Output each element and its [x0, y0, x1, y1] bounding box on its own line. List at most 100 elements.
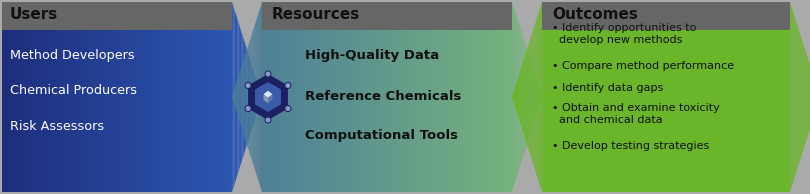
- Polygon shape: [220, 2, 222, 192]
- Polygon shape: [658, 2, 659, 192]
- Polygon shape: [513, 90, 514, 104]
- Polygon shape: [618, 2, 619, 192]
- Polygon shape: [645, 2, 646, 192]
- Polygon shape: [518, 74, 519, 120]
- Polygon shape: [229, 2, 231, 192]
- Polygon shape: [211, 2, 212, 192]
- Polygon shape: [290, 2, 291, 192]
- Polygon shape: [705, 2, 706, 192]
- Polygon shape: [100, 2, 102, 192]
- Text: Outcomes: Outcomes: [552, 7, 638, 22]
- Polygon shape: [273, 2, 275, 192]
- Polygon shape: [226, 2, 227, 192]
- Polygon shape: [228, 2, 229, 192]
- Polygon shape: [504, 2, 505, 192]
- Polygon shape: [407, 2, 409, 192]
- Polygon shape: [321, 2, 322, 192]
- Polygon shape: [608, 2, 610, 192]
- Polygon shape: [387, 2, 388, 192]
- Polygon shape: [447, 2, 448, 192]
- Polygon shape: [620, 2, 622, 192]
- Polygon shape: [514, 9, 515, 185]
- Polygon shape: [350, 2, 351, 192]
- Polygon shape: [173, 2, 175, 192]
- Polygon shape: [596, 2, 597, 192]
- Polygon shape: [800, 35, 802, 159]
- Polygon shape: [704, 2, 705, 192]
- Polygon shape: [420, 2, 421, 192]
- Polygon shape: [219, 2, 220, 192]
- Polygon shape: [470, 2, 471, 192]
- Polygon shape: [808, 61, 810, 133]
- Polygon shape: [659, 2, 660, 192]
- Polygon shape: [428, 2, 429, 192]
- Polygon shape: [238, 74, 239, 120]
- Polygon shape: [426, 2, 428, 192]
- Circle shape: [286, 84, 290, 87]
- Circle shape: [266, 118, 270, 122]
- Polygon shape: [314, 2, 316, 192]
- Polygon shape: [16, 2, 18, 192]
- Polygon shape: [703, 2, 704, 192]
- Polygon shape: [303, 2, 305, 192]
- Polygon shape: [605, 2, 607, 192]
- Polygon shape: [507, 2, 508, 192]
- Polygon shape: [715, 2, 716, 192]
- Polygon shape: [785, 2, 787, 192]
- Polygon shape: [666, 2, 667, 192]
- Polygon shape: [158, 2, 160, 192]
- Polygon shape: [328, 2, 329, 192]
- Polygon shape: [518, 22, 519, 172]
- Polygon shape: [508, 2, 509, 192]
- Polygon shape: [85, 2, 87, 192]
- Polygon shape: [126, 2, 127, 192]
- Polygon shape: [799, 32, 800, 162]
- Polygon shape: [317, 2, 318, 192]
- Polygon shape: [351, 2, 352, 192]
- Polygon shape: [11, 2, 12, 192]
- Polygon shape: [245, 43, 246, 151]
- Polygon shape: [585, 2, 586, 192]
- Polygon shape: [302, 2, 303, 192]
- Polygon shape: [582, 2, 583, 192]
- Polygon shape: [439, 2, 440, 192]
- Polygon shape: [323, 2, 324, 192]
- Polygon shape: [391, 2, 392, 192]
- Polygon shape: [188, 2, 190, 192]
- Polygon shape: [697, 2, 698, 192]
- Polygon shape: [212, 2, 214, 192]
- Polygon shape: [355, 2, 356, 192]
- Polygon shape: [689, 2, 691, 192]
- Polygon shape: [600, 2, 601, 192]
- Polygon shape: [8, 2, 10, 192]
- Polygon shape: [473, 2, 474, 192]
- Polygon shape: [2, 2, 232, 30]
- Polygon shape: [695, 2, 696, 192]
- Polygon shape: [526, 48, 527, 146]
- Polygon shape: [254, 22, 256, 172]
- Polygon shape: [783, 2, 784, 192]
- Polygon shape: [537, 16, 538, 178]
- Polygon shape: [706, 2, 707, 192]
- Polygon shape: [137, 2, 139, 192]
- Polygon shape: [406, 2, 407, 192]
- Polygon shape: [117, 2, 119, 192]
- Circle shape: [245, 83, 251, 88]
- Polygon shape: [665, 2, 666, 192]
- Polygon shape: [484, 2, 485, 192]
- Polygon shape: [140, 2, 141, 192]
- Polygon shape: [35, 2, 36, 192]
- Polygon shape: [318, 2, 319, 192]
- Polygon shape: [236, 15, 237, 179]
- Polygon shape: [262, 2, 263, 192]
- Polygon shape: [353, 2, 354, 192]
- Polygon shape: [2, 2, 3, 192]
- Polygon shape: [710, 2, 711, 192]
- Polygon shape: [258, 85, 259, 109]
- Polygon shape: [779, 2, 780, 192]
- Text: High-Quality Data: High-Quality Data: [305, 49, 439, 62]
- Polygon shape: [526, 48, 527, 146]
- Polygon shape: [670, 2, 671, 192]
- Polygon shape: [263, 2, 264, 192]
- Polygon shape: [565, 2, 566, 192]
